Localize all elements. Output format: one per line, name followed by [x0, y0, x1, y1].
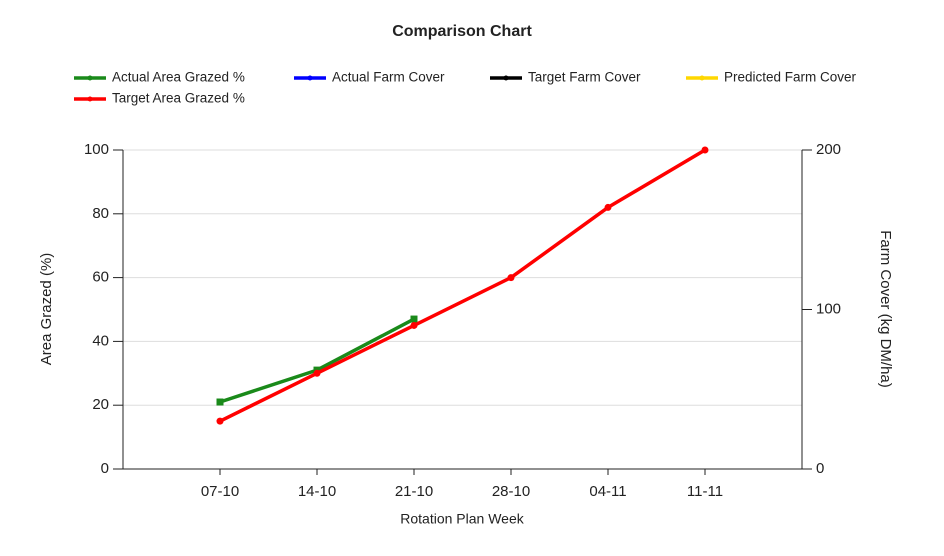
marker	[216, 417, 224, 425]
x-tick-label: 14-10	[298, 483, 336, 500]
series-line	[219, 148, 706, 423]
legend-label: Actual Area Grazed %	[112, 70, 245, 85]
y2-tick-label: 100	[816, 300, 841, 317]
legend-label: Target Area Grazed %	[112, 91, 245, 106]
x-tick-label: 04-11	[589, 483, 626, 500]
marker	[507, 274, 515, 282]
y-tick-label: 80	[92, 205, 109, 222]
x-axis-label: Rotation Plan Week	[400, 511, 524, 527]
legend-swatch-marker	[87, 96, 93, 102]
x-tick-label: 28-10	[492, 483, 530, 500]
y2-tick-label: 0	[816, 460, 824, 477]
x-tick-label: 11-11	[687, 483, 723, 500]
y2-axis-label: Farm Cover (kg DM/ha)	[877, 230, 894, 388]
legend-label: Target Farm Cover	[528, 70, 641, 85]
legend-swatch-marker	[503, 75, 509, 81]
marker	[701, 146, 709, 154]
chart-title: Comparison Chart	[392, 23, 532, 40]
legend-label: Predicted Farm Cover	[724, 70, 857, 85]
marker	[410, 315, 418, 323]
marker	[216, 398, 224, 406]
y-tick-label: 60	[92, 269, 109, 286]
y-tick-label: 0	[101, 460, 109, 477]
x-tick-label: 21-10	[395, 483, 433, 500]
legend-swatch-marker	[307, 75, 313, 81]
legend-label: Actual Farm Cover	[332, 70, 445, 85]
legend-swatch-marker	[87, 75, 93, 81]
y-tick-label: 20	[92, 396, 109, 413]
y2-tick-label: 200	[816, 141, 841, 158]
marker	[410, 321, 418, 329]
marker	[604, 203, 612, 211]
legend-swatch-marker	[699, 75, 705, 81]
x-tick-label: 07-10	[201, 483, 239, 500]
y-axis-label: Area Grazed (%)	[38, 253, 55, 366]
y-tick-label: 100	[84, 141, 109, 158]
series-line	[219, 317, 415, 404]
marker	[313, 369, 321, 377]
y-tick-label: 40	[92, 332, 109, 349]
